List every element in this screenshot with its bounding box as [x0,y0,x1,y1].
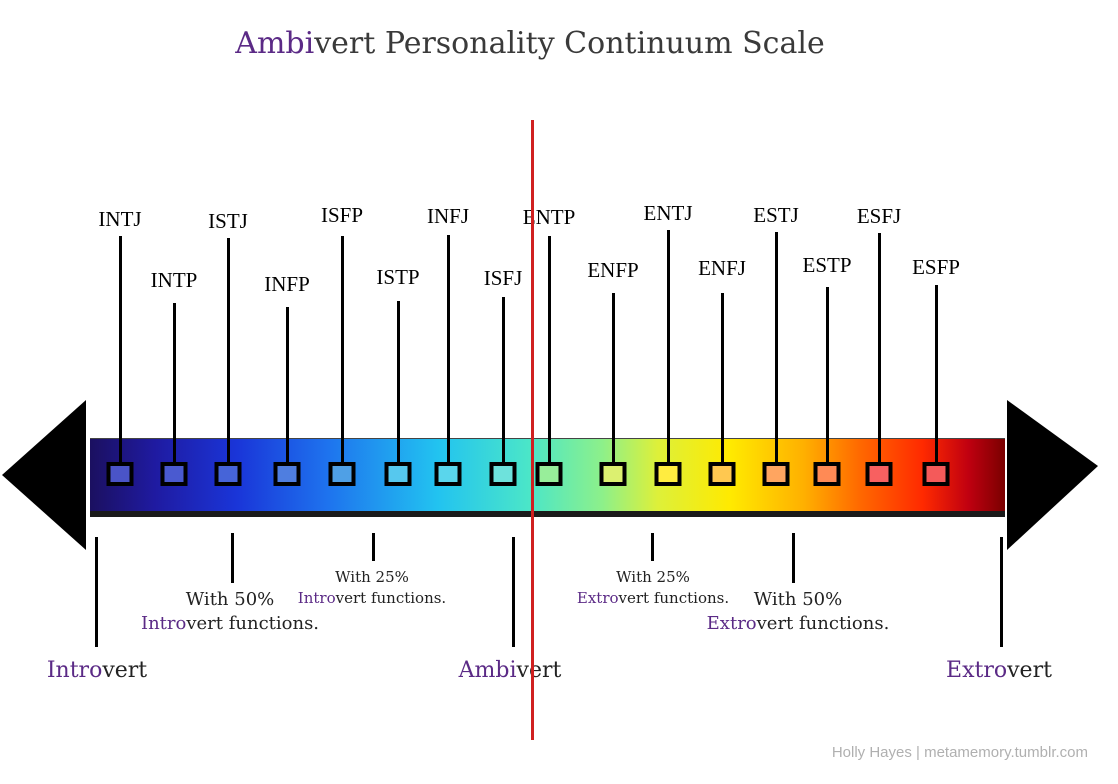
note-intro-25-hl: Intro [297,589,336,607]
note-intro-25: With 25% Introvert functions. [298,567,446,609]
type-stem-infp [286,307,289,462]
type-stem-entp [548,236,551,462]
tick-introvert [95,537,98,647]
type-marker-infj [434,462,462,486]
type-label-esfp: ESFP [912,255,960,279]
type-marker-estp [813,462,841,486]
type-label-estp: ESTP [802,253,852,277]
note-extro-25-line1: With 25% [616,568,690,586]
type-label-istj: ISTJ [208,209,248,233]
type-marker-intp [160,462,188,486]
note-extro-50-line1: With 50% [753,589,843,610]
type-stem-esfj [878,233,881,462]
type-stem-istp [397,301,400,462]
type-label-infj: INFJ [426,204,470,228]
type-label-intp: INTP [150,268,198,292]
type-label-estj: ESTJ [753,203,799,227]
label-extrovert-rest: vert [1007,658,1052,683]
type-marker-istj [214,462,242,486]
note-extro-25-rest: vert functions. [618,589,730,607]
label-ambivert-hl: Ambi [458,658,517,683]
type-stem-istj [227,238,230,462]
type-marker-isfp [328,462,356,486]
type-marker-estj [762,462,790,486]
note-intro-50-line1: With 50% [185,589,275,610]
type-marker-esfj [865,462,893,486]
left-arrow-icon [2,400,86,550]
note-extro-25: With 25% Extrovert functions. [577,567,729,609]
label-extrovert-hl: Extro [946,658,1008,683]
note-intro-25-line1: With 25% [335,568,409,586]
note-intro-50: With 50% Introvert functions. [141,588,319,636]
tick-intro-25 [372,533,375,561]
type-stem-intp [173,303,176,462]
type-label-enfp: ENFP [587,258,639,282]
type-marker-entp [535,462,563,486]
type-label-isfp: ISFP [320,203,364,227]
ambivert-midline [531,120,534,740]
label-introvert-hl: Intro [46,658,103,683]
type-stem-esfp [935,285,938,462]
type-label-esfj: ESFJ [856,204,902,228]
type-stem-enfj [721,293,724,462]
type-label-infp: INFP [264,272,310,296]
label-introvert-rest: vert [102,658,148,683]
type-marker-enfp [599,462,627,486]
note-extro-50-rest: vert functions. [756,613,890,634]
type-stem-entj [667,230,670,462]
label-ambivert-rest: vert [516,658,562,683]
tick-extro-50 [792,533,795,583]
tick-ambivert [512,537,515,647]
type-stem-estj [775,232,778,462]
tick-extrovert [1000,537,1003,647]
page-title: Ambivert Personality Continuum Scale [0,26,1060,61]
tick-intro-50 [231,533,234,583]
type-stem-enfp [612,293,615,462]
type-label-enfj: ENFJ [698,256,746,280]
type-marker-enfj [708,462,736,486]
note-intro-50-rest: vert functions. [186,613,320,634]
type-label-isfj: ISFJ [483,266,523,290]
title-rest: vert Personality Continuum Scale [314,26,825,61]
type-marker-intj [106,462,134,486]
type-marker-infp [273,462,301,486]
type-label-entj: ENTJ [643,201,693,225]
label-extrovert: Extrovert [946,658,1052,683]
label-introvert: Introvert [47,658,147,683]
right-arrow-icon [1007,400,1098,550]
note-extro-50-hl: Extro [706,613,757,634]
title-accent: Ambi [235,26,315,61]
note-intro-50-hl: Intro [140,613,187,634]
type-stem-isfp [341,236,344,462]
note-extro-25-hl: Extro [576,589,619,607]
type-marker-esfp [922,462,950,486]
type-marker-isfj [489,462,517,486]
type-stem-intj [119,236,122,462]
type-stem-infj [447,235,450,462]
type-label-intj: INTJ [98,207,142,231]
type-stem-estp [826,287,829,462]
type-stem-isfj [502,297,505,462]
type-marker-istp [384,462,412,486]
credit-text: Holly Hayes | metamemory.tumblr.com [831,744,1088,761]
tick-extro-25 [651,533,654,561]
type-label-istp: ISTP [376,265,420,289]
type-marker-entj [654,462,682,486]
note-intro-25-rest: vert functions. [335,589,447,607]
label-ambivert: Ambivert [459,658,562,683]
note-extro-50: With 50% Extrovert functions. [707,588,890,636]
